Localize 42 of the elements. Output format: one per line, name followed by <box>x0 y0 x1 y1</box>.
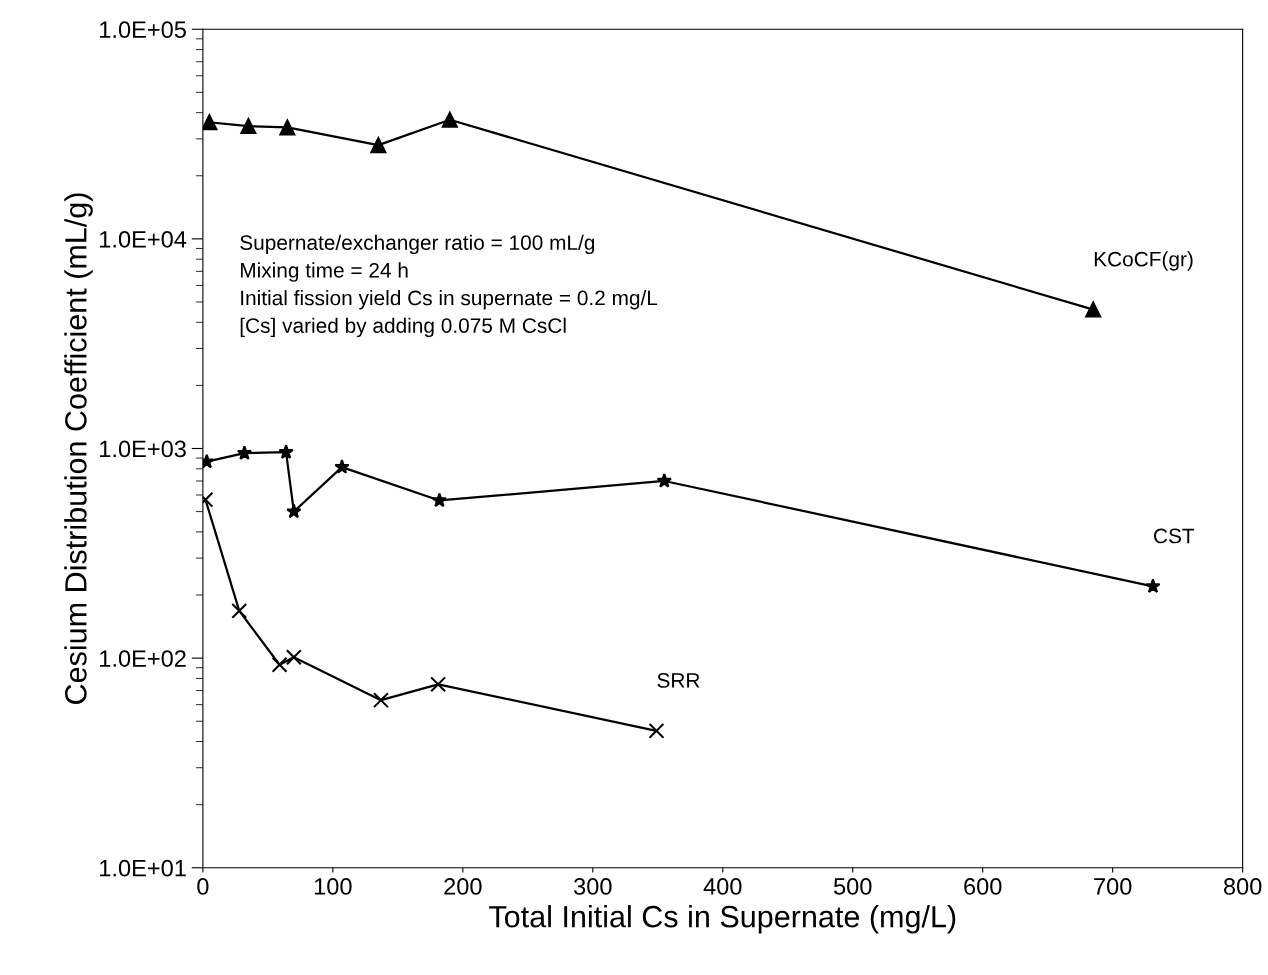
annotation: Initial fission yield Cs in supernate = 0.2 mg/L <box>241 290 658 310</box>
point <box>285 649 302 666</box>
point <box>370 137 387 154</box>
point <box>202 114 218 131</box>
x-tick-label: 100 <box>314 878 352 895</box>
x-tick-label: 0 <box>197 878 209 895</box>
point <box>278 444 294 459</box>
point <box>279 119 296 136</box>
point <box>1085 301 1102 318</box>
point <box>286 503 302 519</box>
x-tick-label: 200 <box>444 878 482 895</box>
y-tick-label: 1.0E+01 <box>100 859 186 877</box>
x-axis-title: Total Initial Cs in Supernate (mg/L) <box>489 905 956 934</box>
series-label: KCoCF(gr) <box>1094 251 1193 271</box>
y-tick-label: 1.0E+02 <box>100 650 186 667</box>
series-label: CST <box>1154 528 1195 544</box>
point <box>656 472 672 488</box>
y-tick-label: 1.0E+05 <box>100 21 186 39</box>
point <box>334 459 350 474</box>
point <box>648 722 665 739</box>
point <box>240 118 257 135</box>
point <box>441 111 458 128</box>
x-tick-label: 500 <box>833 878 872 895</box>
point <box>1145 578 1161 593</box>
x-tick-label: 800 <box>1223 878 1262 895</box>
x-tick-label: 300 <box>574 878 612 895</box>
x-tick-label: 400 <box>703 878 742 895</box>
y-tick-label: 1.0E+03 <box>100 440 186 458</box>
annotation: [Cs] varied by adding 0.075 M CsCl <box>240 317 566 338</box>
x-tick-label: 700 <box>1094 878 1132 895</box>
series-label: SRR <box>657 673 700 688</box>
annotation: Mixing time = 24 h <box>240 262 408 282</box>
point <box>271 656 288 673</box>
point <box>372 692 389 709</box>
point <box>236 445 253 460</box>
point <box>431 492 448 508</box>
point <box>231 602 248 619</box>
annotation: Supernate/exchanger ratio = 100 mL/g <box>240 234 595 255</box>
y-axis-title: Cesium Distribution Coefficient (mL/g) <box>64 193 93 704</box>
y-tick-label: 1.0E+04 <box>100 230 187 248</box>
point <box>430 676 447 693</box>
x-tick-label: 600 <box>964 878 1002 895</box>
